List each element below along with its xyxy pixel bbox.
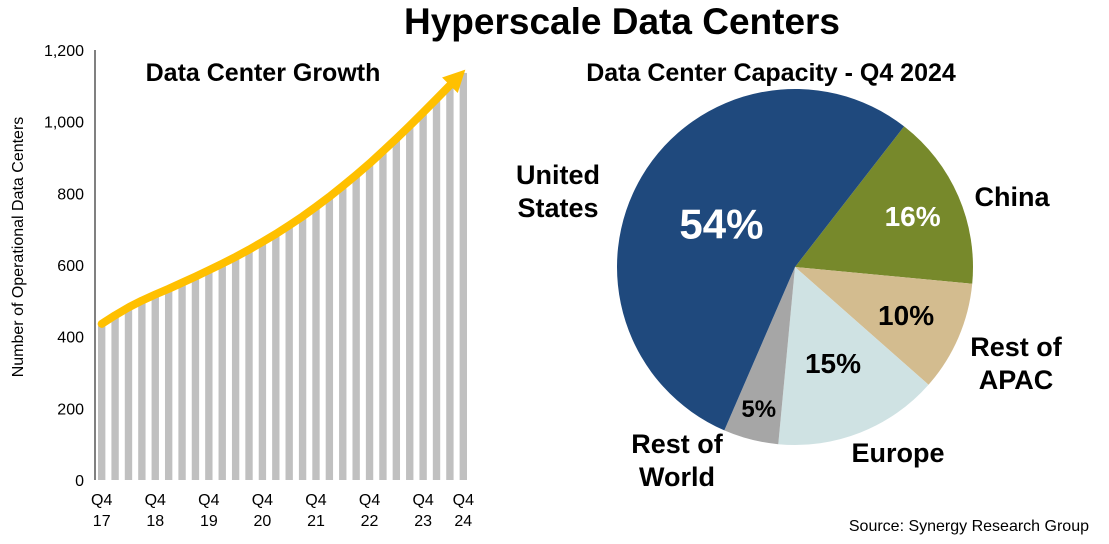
bar (312, 208, 320, 480)
bar (98, 325, 106, 480)
bar (164, 290, 173, 480)
bar (392, 140, 401, 481)
y-tick-label: 0 (75, 473, 84, 490)
pie-slice (795, 126, 973, 284)
x-tick-label: Q4 21 (305, 492, 326, 530)
bar (352, 176, 360, 480)
bar (245, 251, 253, 480)
bar (138, 302, 146, 480)
growth-bar-chart: 0 200 400 600 800 1,000 1,200 Q4 17 Q4 18 Q4 19 Q4 20… (10, 43, 474, 530)
bar (339, 187, 347, 481)
bar (432, 100, 441, 480)
y-axis-label: Number of Operational Data Centers (10, 117, 27, 378)
bar-chart-title: Data Center Growth (146, 59, 381, 87)
pie-slice (795, 267, 973, 385)
bar (111, 317, 119, 480)
pie-slices (617, 89, 973, 445)
bar (285, 227, 293, 480)
y-tick-label: 1,200 (44, 43, 84, 60)
pie-value-label: 16% (885, 201, 941, 232)
pie-slice (724, 267, 795, 445)
bar (124, 309, 133, 480)
bar (325, 198, 334, 481)
bar (151, 296, 159, 480)
x-tick-label: Q4 23 (412, 492, 433, 530)
x-tick-label: Q4 18 (145, 492, 166, 530)
pie-chart-title: Data Center Capacity - Q4 2024 (586, 59, 956, 87)
y-tick-label: 200 (57, 401, 84, 418)
x-tick-label: Q4 20 (252, 492, 273, 530)
y-tick-label: 600 (57, 258, 84, 275)
pie-category-labels: China Rest of APAC Europe Rest of World United… (516, 160, 1063, 492)
x-tick-label: Q4 17 (91, 492, 112, 530)
growth-arrow (97, 69, 466, 328)
pie-category-label: Rest of APAC (970, 332, 1063, 395)
y-tick-label: 400 (57, 330, 84, 347)
bar-series (98, 72, 467, 481)
x-tick-label: Q4 22 (359, 492, 380, 530)
growth-arrow-head (442, 69, 466, 93)
pie-category-label: Europe (851, 438, 944, 468)
bar (446, 87, 454, 481)
y-tick-label: 1,000 (44, 115, 84, 132)
bar (406, 127, 414, 480)
bar (365, 165, 374, 480)
pie-category-label: United States (516, 160, 600, 223)
capacity-pie-chart: Data Center Capacity - Q4 2024 16% 10% 15%… (516, 59, 1063, 492)
x-tick-label: Q4 24 (453, 492, 474, 530)
bar (379, 153, 387, 480)
pie-value-label: 5% (741, 396, 776, 423)
pie-value-label: 15% (805, 348, 861, 379)
pie-value-label: 10% (878, 300, 934, 331)
bar (272, 235, 280, 480)
pie-value-labels: 16% 10% 15% 5% 54% (679, 201, 940, 423)
y-tick-labels: 0 200 400 600 800 1,000 1,200 (44, 43, 84, 490)
bar (205, 272, 213, 480)
bar (419, 114, 427, 480)
page-title: Hyperscale Data Centers (404, 1, 840, 42)
bar (258, 243, 267, 480)
y-tick-label: 800 (57, 186, 84, 203)
pie-slice (778, 267, 929, 445)
pie-slice (617, 89, 905, 431)
pie-category-label: China (974, 182, 1050, 212)
x-tick-labels: Q4 17 Q4 18 Q4 19 Q4 20 Q4 21 Q4 22 Q4 23 Q4 24 (91, 492, 474, 530)
bar (218, 265, 226, 480)
bar (231, 258, 240, 480)
pie-category-label: Rest of World (631, 429, 724, 492)
pie-value-label: 54% (679, 201, 763, 248)
bar (459, 72, 467, 480)
bar (191, 278, 200, 480)
x-tick-label: Q4 19 (198, 492, 219, 530)
bar (178, 284, 186, 480)
source-note: Source: Synergy Research Group (848, 518, 1089, 535)
bar (298, 218, 307, 480)
growth-arrow-shaft (97, 81, 454, 328)
